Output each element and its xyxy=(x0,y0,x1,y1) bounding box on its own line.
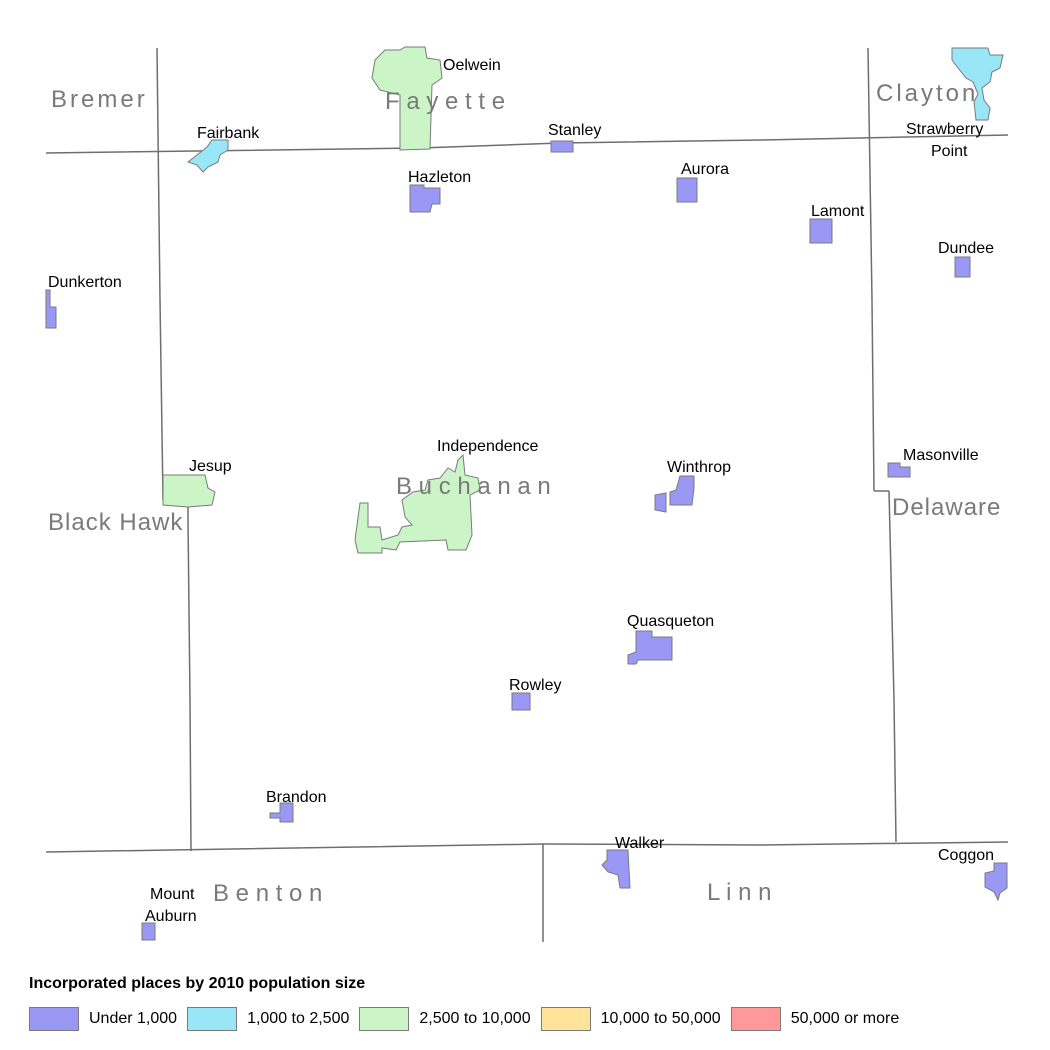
place-coggon-shape xyxy=(984,862,1008,902)
county-label-bremer: Bremer xyxy=(51,86,148,113)
place-label-winthrop: Winthrop xyxy=(667,459,731,476)
county-label-benton: B e n t o n xyxy=(213,880,322,907)
map: Bremer F a y e t t e Clayton Black Hawk … xyxy=(45,46,1009,942)
place-label-walker: Walker xyxy=(615,835,665,852)
place-label-hazleton: Hazleton xyxy=(408,169,471,186)
place-aurora-shape xyxy=(676,177,698,203)
place-hazleton-shape xyxy=(409,184,441,213)
legend-swatch-10000-50000 xyxy=(540,1007,591,1031)
place-label-coggon: Coggon xyxy=(938,847,994,864)
legend-swatch-1000-2500 xyxy=(187,1007,238,1031)
place-brandon-shape xyxy=(269,802,294,823)
place-lamont-shape xyxy=(809,218,833,244)
place-oelwein-shape xyxy=(371,46,443,151)
places-1000-2500 xyxy=(186,47,1004,173)
place-label-strawberry-point-line1: Strawberry xyxy=(906,121,983,138)
places-2500-10000 xyxy=(162,46,481,554)
place-label-strawberry-point-line2: Point xyxy=(931,143,968,160)
county-label-fayette: F a y e t t e xyxy=(385,88,505,115)
legend-swatch-2500-10000 xyxy=(359,1007,410,1031)
place-independence-shape xyxy=(354,453,481,554)
county-label-delaware: Delaware xyxy=(892,494,1001,521)
place-label-dundee: Dundee xyxy=(938,240,994,257)
legend-label: 10,000 to 50,000 xyxy=(600,1010,721,1027)
place-dundee-shape xyxy=(954,256,971,278)
place-label-mount-auburn-line1: Mount xyxy=(150,886,195,903)
boundary-west-upper xyxy=(156,47,164,501)
place-label-aurora: Aurora xyxy=(681,161,729,178)
place-rowley-shape xyxy=(511,692,531,711)
place-label-masonville: Masonville xyxy=(903,447,979,464)
county-label-black-hawk: Black Hawk xyxy=(48,509,183,536)
place-label-oelwein: Oelwein xyxy=(443,57,501,74)
legend-item: 10,000 to 50,000 xyxy=(540,1007,721,1031)
county-label-clayton: Clayton xyxy=(876,80,978,107)
legend-items: Under 1,000 1,000 to 2,500 2,500 to 10,0… xyxy=(29,1007,1029,1031)
place-winthrop-shape xyxy=(654,475,695,513)
place-quasqueton-shape xyxy=(627,630,673,665)
place-label-quasqueton: Quasqueton xyxy=(627,613,714,630)
legend-label: 1,000 to 2,500 xyxy=(247,1010,350,1027)
legend-swatch-under-1000 xyxy=(29,1007,79,1031)
boundary-south xyxy=(45,841,1009,853)
legend-item: 2,500 to 10,000 xyxy=(359,1007,531,1031)
place-label-mount-auburn-line2: Auburn xyxy=(145,908,197,925)
legend-title: Incorporated places by 2010 population s… xyxy=(29,975,366,992)
legend-label: 50,000 or more xyxy=(790,1010,900,1027)
place-jesup-shape xyxy=(162,474,216,508)
place-mount-auburn-shape xyxy=(141,922,156,941)
legend: Incorporated places by 2010 population s… xyxy=(29,975,1029,1031)
place-stanley-shape xyxy=(550,140,574,153)
legend-item: 1,000 to 2,500 xyxy=(187,1007,349,1031)
legend-label: Under 1,000 xyxy=(89,1010,178,1027)
place-label-fairbank: Fairbank xyxy=(197,125,260,142)
place-label-dunkerton: Dunkerton xyxy=(48,274,122,291)
place-label-lamont: Lamont xyxy=(811,203,865,220)
legend-item: 50,000 or more xyxy=(730,1007,900,1031)
legend-label: 2,500 to 10,000 xyxy=(419,1010,531,1027)
place-label-jesup: Jesup xyxy=(189,458,232,475)
boundary-east-upper xyxy=(867,47,875,492)
legend-swatch-50000-plus xyxy=(730,1007,781,1031)
boundary-east-lower xyxy=(888,490,897,843)
county-label-buchanan: B u c h a n a n xyxy=(396,473,551,500)
place-label-stanley: Stanley xyxy=(548,122,601,139)
boundary-north xyxy=(45,134,1009,154)
place-walker-shape xyxy=(601,849,631,889)
place-label-rowley: Rowley xyxy=(509,677,561,694)
county-labels: Bremer F a y e t t e Clayton Black Hawk … xyxy=(48,80,1001,907)
place-labels: Oelwein Fairbank Stanley Strawberry Poin… xyxy=(48,57,994,925)
places-under-1000 xyxy=(45,140,1008,941)
place-label-brandon: Brandon xyxy=(266,789,327,806)
place-fairbank-shape xyxy=(186,139,229,173)
legend-item: Under 1,000 xyxy=(29,1007,177,1031)
place-dunkerton-shape xyxy=(45,289,57,329)
place-masonville-shape xyxy=(887,462,911,478)
county-label-linn: L i n n xyxy=(707,879,772,906)
place-strawberry-point-shape xyxy=(951,47,1004,121)
boundary-west-lower xyxy=(187,519,192,852)
place-label-independence: Independence xyxy=(437,438,539,455)
